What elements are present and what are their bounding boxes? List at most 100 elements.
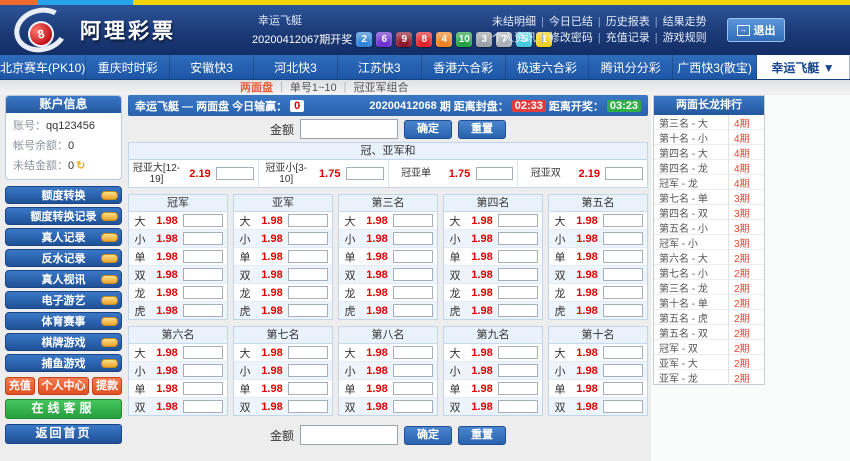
bet-amount-input[interactable] <box>288 303 328 317</box>
back-home-button[interactable]: 返回首页 <box>5 424 122 444</box>
bet-amount-input[interactable] <box>183 381 223 395</box>
amount-input[interactable] <box>300 119 398 139</box>
bet-amount-input[interactable] <box>288 363 328 377</box>
bet-amount-input[interactable] <box>288 399 328 413</box>
bet-amount-input[interactable] <box>393 303 433 317</box>
bet-amount-input[interactable] <box>393 267 433 281</box>
bet-amount-input[interactable] <box>603 267 643 281</box>
subnav-item[interactable]: 冠亚军组合 <box>353 82 409 94</box>
confirm-button[interactable]: 确定 <box>404 119 452 139</box>
bet-amount-input[interactable] <box>498 345 538 359</box>
bet-amount-input[interactable] <box>288 267 328 281</box>
refresh-icon[interactable]: ↻ <box>76 160 86 172</box>
bet-amount-input[interactable] <box>498 303 538 317</box>
bet-amount-input[interactable] <box>603 285 643 299</box>
bet-amount-input[interactable] <box>393 231 433 245</box>
nav-tab[interactable]: 安徽快3 <box>170 55 255 79</box>
sidebar-menu-item[interactable]: 真人记录 <box>5 228 122 246</box>
sidebar-menu-item[interactable]: 电子游艺 <box>5 291 122 309</box>
bet-amount-input[interactable] <box>183 213 223 227</box>
nav-tab[interactable]: 幸运飞艇 ▼ <box>756 55 850 79</box>
bet-amount-input[interactable] <box>393 285 433 299</box>
bet-amount-input[interactable] <box>288 285 328 299</box>
bet-amount-input[interactable] <box>393 363 433 377</box>
sidebar-menu-item[interactable]: 真人视讯 <box>5 270 122 288</box>
bet-amount-input[interactable] <box>603 363 643 377</box>
header-link[interactable]: 今日已结 <box>548 16 593 28</box>
sidebar-menu-item[interactable]: 额度转换 <box>5 186 122 204</box>
bet-amount-input[interactable] <box>393 399 433 413</box>
nav-tab[interactable]: 江苏快3 <box>338 55 422 79</box>
header-link[interactable]: 结果走势 <box>662 16 707 28</box>
sidebar-action-button[interactable]: 充值 <box>5 377 35 395</box>
bet-amount-input[interactable] <box>216 166 254 180</box>
bet-amount-input[interactable] <box>603 231 643 245</box>
current-period: 20200412068 <box>369 99 437 112</box>
bet-amount-input[interactable] <box>288 213 328 227</box>
bet-amount-input[interactable] <box>183 249 223 263</box>
bet-amount-input[interactable] <box>393 213 433 227</box>
bet-amount-input[interactable] <box>498 363 538 377</box>
header-link[interactable]: 修改密码 <box>548 32 593 44</box>
nav-tab[interactable]: 腾讯分分彩 <box>589 55 674 79</box>
bet-amount-input[interactable] <box>603 249 643 263</box>
sidebar-menu-item[interactable]: 捕鱼游戏 <box>5 354 122 372</box>
site-logo[interactable]: 8 阿理彩票 <box>9 2 176 58</box>
sidebar-menu-item[interactable]: 棋牌游戏 <box>5 333 122 351</box>
nav-tab[interactable]: 极速六合彩 <box>506 55 590 79</box>
bet-table: 第四名大 1.98 小 1.98 单 1.98 双 1.98 龙 1.98 虎 1.98 <box>443 194 543 320</box>
bet-amount-input[interactable] <box>288 249 328 263</box>
online-service-button[interactable]: 在线客服 <box>5 399 122 419</box>
bet-amount-input[interactable] <box>183 363 223 377</box>
logout-button[interactable]: → 退出 <box>727 18 785 42</box>
sidebar-action-button[interactable]: 个人中心 <box>37 377 90 395</box>
sidebar-menu-item[interactable]: 体育赛事 <box>5 312 122 330</box>
bet-amount-input[interactable] <box>183 267 223 281</box>
reset-button[interactable]: 重置 <box>458 425 506 445</box>
header-link[interactable]: 游戏规则 <box>662 32 707 44</box>
reset-button[interactable]: 重置 <box>458 119 506 139</box>
bet-amount-input[interactable] <box>288 345 328 359</box>
nav-tab[interactable]: 北京赛车(PK10) <box>0 55 87 79</box>
bet-amount-input[interactable] <box>498 285 538 299</box>
bet-amount-input[interactable] <box>498 267 538 281</box>
header-link[interactable]: 个人资讯 <box>492 32 536 44</box>
header-link[interactable]: 历史报表 <box>605 16 650 28</box>
bet-amount-input[interactable] <box>498 231 538 245</box>
bet-amount-input[interactable] <box>393 381 433 395</box>
subnav-item[interactable]: 单号1~10 <box>289 82 337 94</box>
bet-amount-input[interactable] <box>498 399 538 413</box>
bet-amount-input[interactable] <box>183 285 223 299</box>
subnav-item[interactable]: 两面盘 <box>240 82 273 94</box>
header-link[interactable]: 充值记录 <box>605 32 650 44</box>
bet-amount-input[interactable] <box>603 399 643 413</box>
bet-amount-input[interactable] <box>603 381 643 395</box>
bet-amount-input[interactable] <box>393 345 433 359</box>
bet-amount-input[interactable] <box>183 303 223 317</box>
header-link[interactable]: 未结明细 <box>492 16 536 28</box>
bet-amount-input[interactable] <box>603 303 643 317</box>
bet-amount-input[interactable] <box>605 166 643 180</box>
bet-amount-input[interactable] <box>288 231 328 245</box>
bet-amount-input[interactable] <box>183 345 223 359</box>
bet-amount-input[interactable] <box>393 249 433 263</box>
bet-amount-input[interactable] <box>498 213 538 227</box>
bet-amount-input[interactable] <box>183 231 223 245</box>
bet-amount-input[interactable] <box>603 213 643 227</box>
nav-tab[interactable]: 广西快3(散宝) <box>673 55 757 79</box>
nav-tab[interactable]: 河北快3 <box>254 55 338 79</box>
bet-amount-input[interactable] <box>475 166 514 180</box>
nav-tab[interactable]: 香港六合彩 <box>422 55 506 79</box>
sidebar-menu-item[interactable]: 反水记录 <box>5 249 122 267</box>
sidebar-action-button[interactable]: 提款 <box>92 377 123 395</box>
confirm-button[interactable]: 确定 <box>404 425 452 445</box>
bet-amount-input[interactable] <box>288 381 328 395</box>
nav-tab[interactable]: 重庆时时彩 <box>86 55 171 79</box>
bet-amount-input[interactable] <box>603 345 643 359</box>
bet-amount-input[interactable] <box>498 249 538 263</box>
amount-input[interactable] <box>300 425 398 445</box>
bet-amount-input[interactable] <box>183 399 223 413</box>
bet-amount-input[interactable] <box>345 166 384 180</box>
sidebar-menu-item[interactable]: 额度转换记录 <box>5 207 122 225</box>
bet-amount-input[interactable] <box>498 381 538 395</box>
